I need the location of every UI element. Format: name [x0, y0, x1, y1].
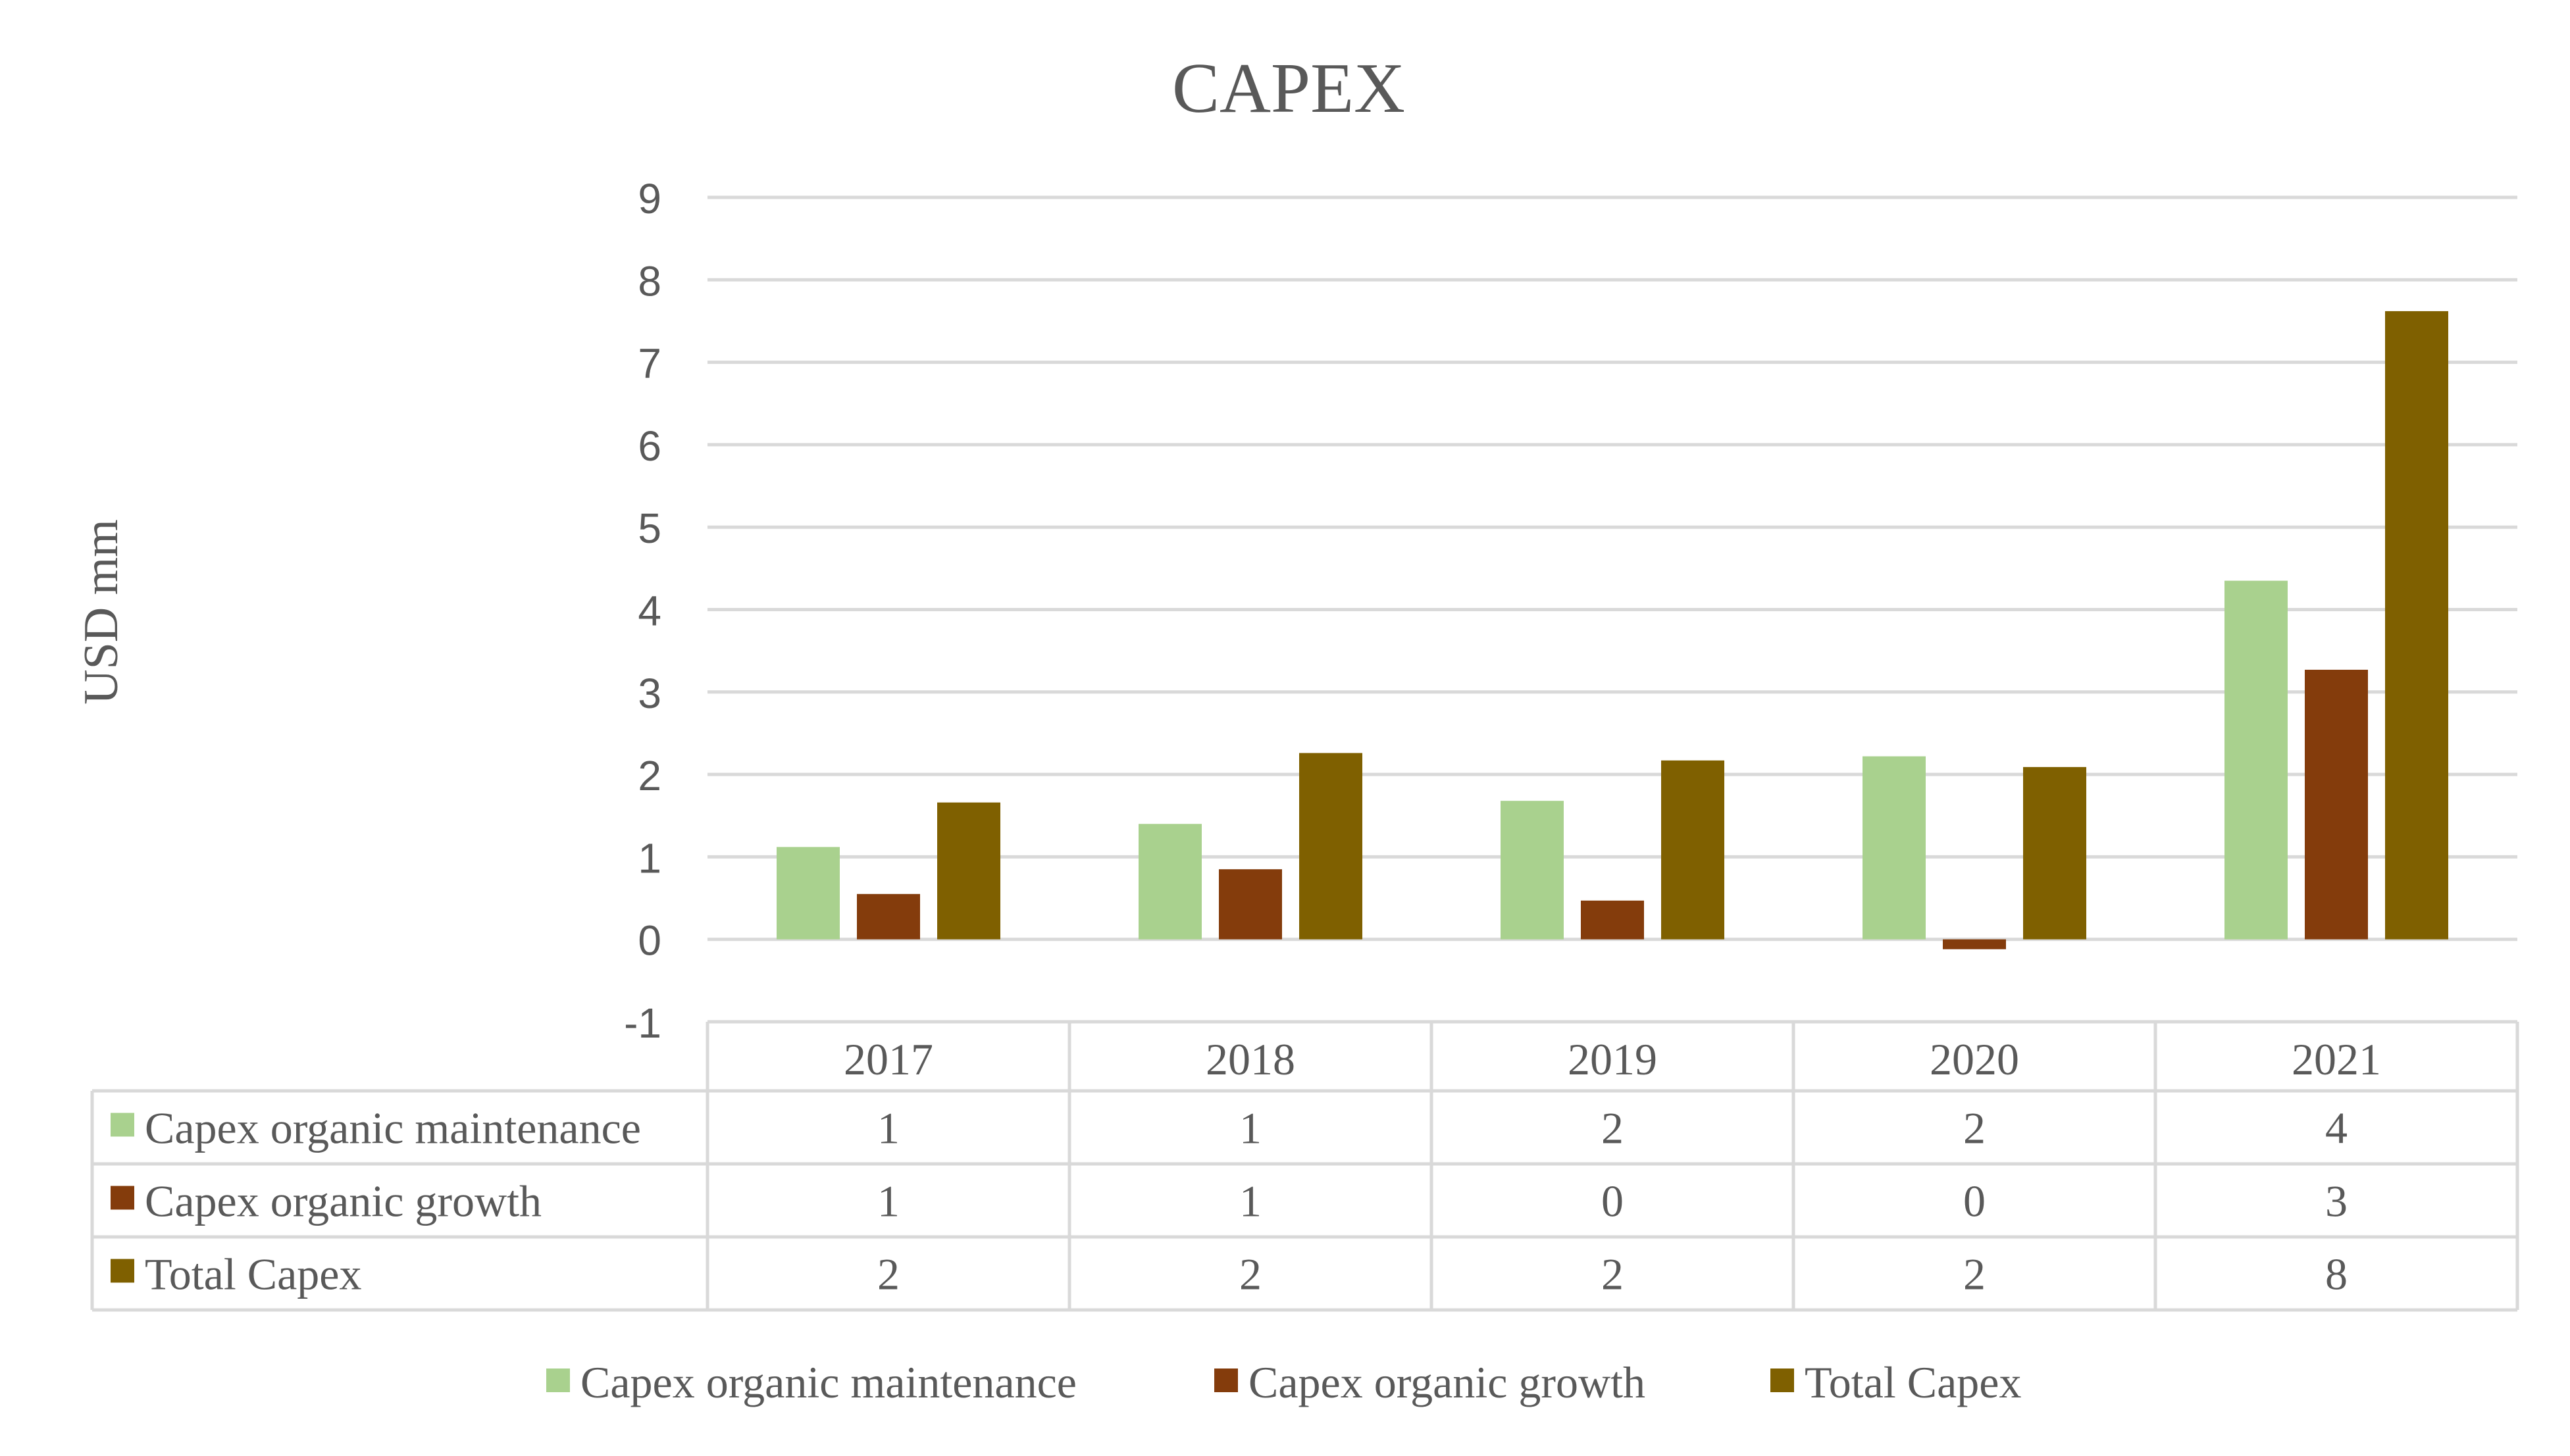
x-tick-label: 2018 — [1206, 1034, 1295, 1084]
table-series-name: Capex organic growth — [145, 1176, 542, 1226]
bar — [1299, 753, 1362, 940]
bar — [937, 802, 1000, 940]
bars — [777, 311, 2448, 949]
y-tick-label: 4 — [638, 588, 661, 635]
bar — [1581, 900, 1644, 940]
data-label: 2 — [1963, 1249, 1986, 1299]
bar — [1943, 939, 2006, 949]
legend-label: Capex organic maintenance — [580, 1357, 1077, 1407]
bar — [1219, 869, 1282, 940]
legend-label: Total Capex — [1805, 1357, 2021, 1407]
data-label: 1 — [877, 1176, 900, 1226]
data-label: 2 — [1601, 1249, 1624, 1299]
x-tick-label: 2021 — [2292, 1034, 2381, 1084]
legend-swatch — [1214, 1368, 1238, 1392]
data-label: 8 — [2325, 1249, 2348, 1299]
bar — [1661, 760, 1724, 940]
table-legend-key — [111, 1113, 134, 1137]
y-tick-label: 1 — [638, 834, 661, 882]
bar — [857, 893, 920, 940]
x-tick-label: 2019 — [1568, 1034, 1657, 1084]
data-label: 2 — [877, 1249, 900, 1299]
table-series-name: Total Capex — [145, 1249, 361, 1299]
bar — [1863, 756, 1926, 940]
y-tick-label: 7 — [638, 340, 661, 388]
y-tick-label: 6 — [638, 422, 661, 470]
y-tick-label: 9 — [638, 175, 661, 222]
data-label: 3 — [2325, 1176, 2348, 1226]
legend-swatch — [1770, 1368, 1794, 1392]
data-label: 4 — [2325, 1103, 2348, 1153]
y-tick-label: 0 — [638, 917, 661, 965]
legend-label: Capex organic growth — [1248, 1357, 1645, 1407]
data-label: 2 — [1239, 1249, 1262, 1299]
data-label: 2 — [1601, 1103, 1624, 1153]
data-label: 2 — [1963, 1103, 1986, 1153]
table-legend-key — [111, 1259, 134, 1283]
y-tick-labels: 9 8 7 6 5 4 3 2 1 0 -1 — [624, 175, 661, 1047]
x-tick-label: 2017 — [844, 1034, 933, 1084]
bar — [1139, 824, 1202, 940]
table-legend-key — [111, 1186, 134, 1210]
data-label: 0 — [1963, 1176, 1986, 1226]
y-axis-label: USD mm — [74, 519, 128, 705]
y-tick-label: 5 — [638, 505, 661, 552]
bar — [2224, 580, 2288, 940]
data-label: 1 — [877, 1103, 900, 1153]
bar — [1501, 801, 1564, 940]
bar — [777, 847, 840, 940]
chart-title: CAPEX — [1172, 49, 1405, 128]
bar — [2305, 669, 2368, 940]
y-tick-label: 2 — [638, 752, 661, 799]
bar — [2385, 311, 2448, 940]
data-label: 1 — [1239, 1103, 1262, 1153]
x-tick-label: 2020 — [1930, 1034, 2019, 1084]
bar — [2023, 766, 2086, 940]
legend: Capex organic maintenance Capex organic g… — [546, 1357, 2021, 1407]
gridlines — [707, 195, 2517, 941]
data-label: 0 — [1601, 1176, 1624, 1226]
y-tick-label: 8 — [638, 257, 661, 305]
data-label: 1 — [1239, 1176, 1262, 1226]
y-tick-label: 3 — [638, 670, 661, 717]
legend-swatch — [546, 1368, 570, 1392]
y-tick-label: -1 — [624, 999, 661, 1047]
table-series-name: Capex organic maintenance — [145, 1103, 641, 1153]
